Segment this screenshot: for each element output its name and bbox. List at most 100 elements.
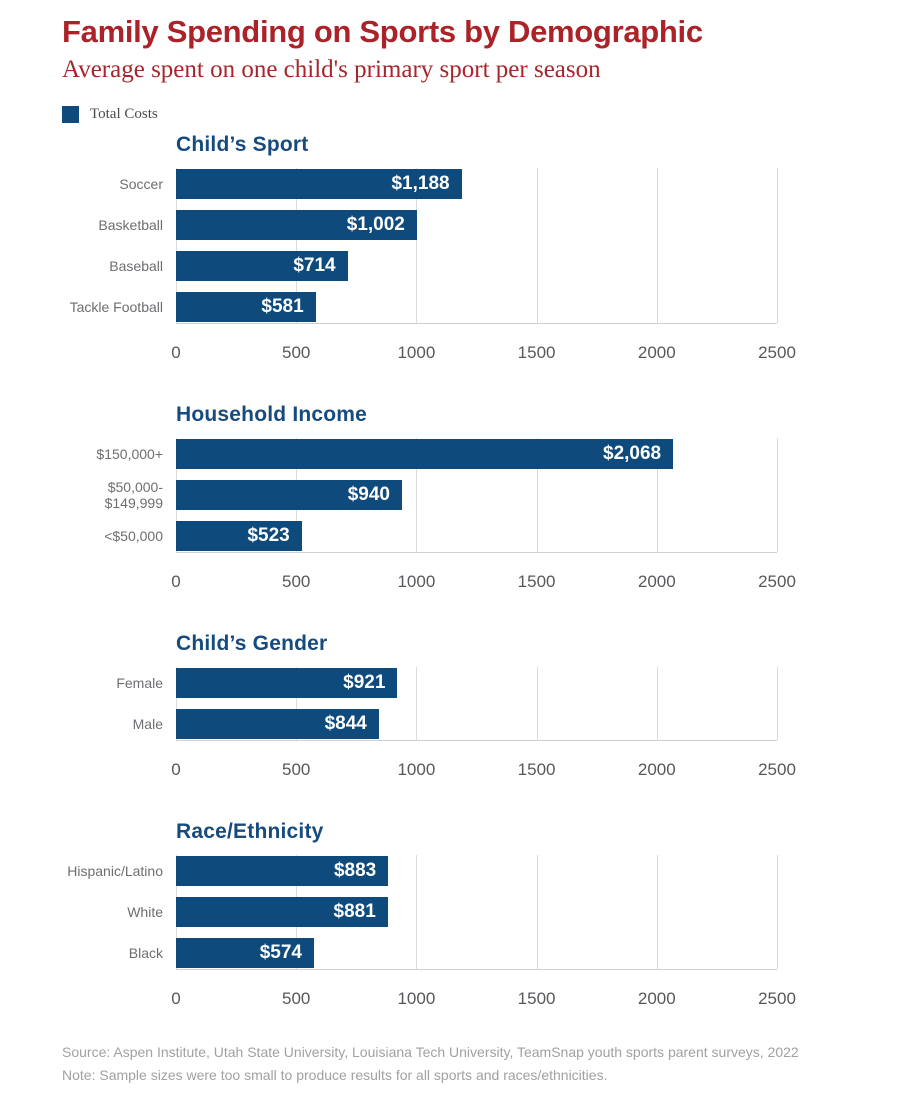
bar-value-label: $1,002 xyxy=(346,214,405,235)
bar-track: $940 xyxy=(176,480,777,510)
rows: $150,000+ $2,068 $50,000- $149,999 $940 <$50… xyxy=(62,439,924,551)
plot-area: Female $921 Male $844 xyxy=(62,667,924,741)
bar-track: $881 xyxy=(176,897,777,927)
x-tick-label: 0 xyxy=(171,343,181,362)
bar-value-label: $714 xyxy=(293,255,336,276)
x-axis: 0 500 1000 1500 2000 2500 xyxy=(171,760,796,780)
bar-row: Hispanic/Latino $883 xyxy=(62,856,924,886)
bar-row: Tackle Football $581 xyxy=(62,292,924,322)
chart-heading: Child’s Sport xyxy=(176,133,309,156)
bar: $921 xyxy=(176,668,398,698)
x-axis: 0 500 1000 1500 2000 2500 xyxy=(171,343,796,363)
x-axis: 0 500 1000 1500 2000 2500 xyxy=(171,572,796,592)
bar-track: $1,188 xyxy=(176,169,777,199)
category-label: Black xyxy=(128,945,163,961)
bar-track: $1,002 xyxy=(176,210,777,240)
category-label: Male xyxy=(132,716,163,732)
bar-row: Basketball $1,002 xyxy=(62,210,924,240)
category-label: $50,000- $149,999 xyxy=(104,479,163,511)
chart-heading: Race/Ethnicity xyxy=(176,820,324,843)
bar-track: $523 xyxy=(176,521,777,551)
x-tick-label: 1000 xyxy=(397,572,436,591)
bar-track: $581 xyxy=(176,292,777,322)
x-tick-label: 0 xyxy=(171,989,181,1008)
plot-area: Hispanic/Latino $883 White $881 Black $574 xyxy=(62,855,924,970)
x-tick-label: 500 xyxy=(282,760,311,779)
x-tick-label: 2000 xyxy=(637,343,676,362)
bar: $940 xyxy=(176,480,402,510)
chart-section: Household Income $150,000+ $2,068 $50,000-… xyxy=(62,403,924,592)
category-label: <$50,000 xyxy=(104,528,163,544)
category-label: Female xyxy=(116,675,163,691)
bar: $2,068 xyxy=(176,439,674,469)
sample-note: Note: Sample sizes were too small to pro… xyxy=(62,1067,608,1083)
bar-row: $150,000+ $2,068 xyxy=(62,439,924,469)
x-tick-label: 2500 xyxy=(758,343,796,362)
bar-value-label: $940 xyxy=(347,484,390,505)
bar: $714 xyxy=(176,251,348,281)
x-tick-label: 0 xyxy=(171,572,181,591)
x-axis: 0 500 1000 1500 2000 2500 xyxy=(171,989,796,1009)
x-tick-label: 2000 xyxy=(637,572,676,591)
chart-section: Child’s Sport Soccer $1,188 Basketball $1,0… xyxy=(62,133,924,363)
x-tick-label: 1500 xyxy=(517,989,556,1008)
x-tick-label: 0 xyxy=(171,760,181,779)
bar-value-label: $523 xyxy=(247,525,290,546)
bar-value-label: $883 xyxy=(333,860,377,881)
bar-row: Black $574 xyxy=(62,938,924,968)
bar-value-label: $844 xyxy=(324,713,367,734)
category-label: Basketball xyxy=(98,217,163,233)
chart-section: Child’s Gender Female $921 Male $844 0 500 10… xyxy=(62,632,924,780)
bar-track: $714 xyxy=(176,251,777,281)
bar-track: $844 xyxy=(176,709,777,739)
x-tick-label: 1500 xyxy=(517,572,556,591)
plot-area: $150,000+ $2,068 $50,000- $149,999 $940 <$50… xyxy=(62,438,924,553)
bar: $844 xyxy=(176,709,379,739)
category-label: White xyxy=(127,904,163,920)
x-tick-label: 2500 xyxy=(758,760,796,779)
x-tick-label: 1000 xyxy=(397,989,436,1008)
bar-track: $2,068 xyxy=(176,439,777,469)
rows: Female $921 Male $844 xyxy=(62,668,924,739)
charts: Child’s Sport Soccer $1,188 Basketball $1,0… xyxy=(62,133,924,1009)
page-subtitle: Average spent on one child's primary spo… xyxy=(62,56,601,83)
bar-row: Male $844 xyxy=(62,709,924,739)
bar-track: $574 xyxy=(176,938,777,968)
bar-row: Female $921 xyxy=(62,668,924,698)
bar-track: $883 xyxy=(176,856,777,886)
x-tick-label: 2500 xyxy=(758,572,796,591)
legend: Total Costs xyxy=(62,105,924,123)
bar-value-label: $881 xyxy=(333,901,376,922)
bar-value-label: $2,068 xyxy=(603,443,662,464)
bar-value-label: $574 xyxy=(259,942,302,963)
bar-value-label: $1,188 xyxy=(391,173,450,194)
source-note: Source: Aspen Institute, Utah State Univ… xyxy=(62,1044,799,1060)
x-tick-label: 500 xyxy=(282,343,311,362)
chart-section: Race/Ethnicity Hispanic/Latino $883 White $… xyxy=(62,820,924,1009)
bar-value-label: $921 xyxy=(343,672,386,693)
category-label: $150,000+ xyxy=(96,446,163,462)
bar: $1,188 xyxy=(176,169,462,199)
bar: $881 xyxy=(176,897,388,927)
bar-value-label: $581 xyxy=(261,296,304,317)
x-tick-label: 1000 xyxy=(397,760,436,779)
legend-swatch-icon xyxy=(62,105,79,123)
x-tick-label: 1000 xyxy=(397,343,436,362)
bar: $523 xyxy=(176,521,302,551)
bar: $574 xyxy=(176,938,314,968)
plot-area: Soccer $1,188 Basketball $1,002 Baseball $714… xyxy=(62,168,924,324)
x-tick-label: 2000 xyxy=(637,760,676,779)
category-label: Soccer xyxy=(119,176,163,192)
legend-label: Total Costs xyxy=(90,105,158,122)
bar: $883 xyxy=(176,856,389,886)
category-label: Baseball xyxy=(109,258,163,274)
bar: $1,002 xyxy=(176,210,417,240)
category-label: Tackle Football xyxy=(69,299,163,315)
bar-row: Baseball $714 xyxy=(62,251,924,281)
x-tick-label: 1500 xyxy=(517,343,556,362)
bar-row: <$50,000 $523 xyxy=(62,521,924,551)
bar-row: $50,000- $149,999 $940 xyxy=(62,479,924,511)
x-tick-label: 1500 xyxy=(517,760,556,779)
rows: Hispanic/Latino $883 White $881 Black $574 xyxy=(62,856,924,968)
